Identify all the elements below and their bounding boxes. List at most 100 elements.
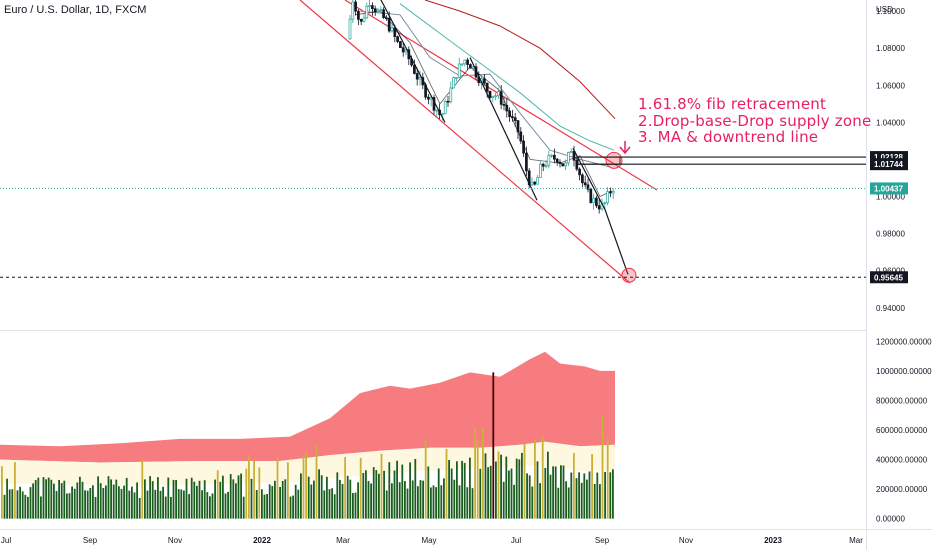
volume-bar	[40, 496, 42, 519]
volume-bar	[471, 488, 474, 519]
candle-body	[393, 27, 397, 37]
price-pane[interactable]	[0, 0, 867, 284]
volume-bar	[567, 487, 570, 519]
volume-bar	[190, 477, 193, 519]
volume-ma-band	[0, 351, 615, 487]
volume-bar	[461, 460, 463, 519]
volume-bar	[357, 482, 359, 519]
volume-bar	[547, 451, 549, 519]
volume-bar	[445, 448, 448, 519]
candle-body	[463, 59, 467, 65]
candle-body	[452, 77, 455, 89]
volume-tick-label: 0.00000	[876, 515, 905, 524]
candle-body	[525, 152, 528, 172]
volume-bar	[323, 490, 326, 519]
volume-bar	[268, 484, 271, 519]
candle-body	[541, 163, 545, 167]
volume-tick-label: 400000.00000	[876, 456, 928, 465]
volume-bar	[372, 467, 375, 519]
volume-bar	[133, 492, 136, 519]
candle-body	[550, 154, 553, 157]
volume-bar	[32, 483, 34, 519]
volume-bar	[367, 480, 370, 519]
volume-bar	[105, 485, 107, 519]
volume-bar	[216, 470, 219, 519]
time-axis[interactable]: Jul Sep Nov 2022 Mar May Jul Sep Nov 2023 Mar	[1, 536, 863, 545]
candle-body	[575, 159, 579, 170]
volume-bar	[248, 454, 250, 519]
candle-body	[592, 197, 595, 203]
candle-body	[547, 154, 551, 166]
volume-tick-label: 200000.00000	[876, 485, 928, 494]
price-label: 1.01744	[874, 160, 903, 169]
volume-bar	[352, 492, 354, 519]
volume-bar	[349, 479, 352, 519]
volume-bar	[385, 490, 388, 519]
candle-body	[567, 152, 570, 164]
volume-bar	[99, 483, 102, 519]
volume-bar	[42, 477, 45, 519]
volume-axis[interactable]: 1200000.00000 1000000.00000 800000.00000 60…	[876, 337, 932, 523]
volume-bar	[469, 457, 471, 519]
volume-bar	[24, 494, 27, 519]
volume-bar	[193, 481, 196, 519]
volume-bar	[432, 485, 435, 519]
volume-bar	[487, 467, 489, 519]
candle-body	[581, 174, 584, 184]
volume-bar	[110, 479, 112, 519]
candle-body	[513, 117, 517, 121]
candle-body	[508, 110, 511, 117]
drop-line-1	[380, 0, 446, 123]
volume-bar	[341, 483, 344, 519]
candle-body	[595, 197, 598, 207]
volume-bar	[45, 479, 47, 519]
candle-body	[485, 82, 489, 92]
moving-averages	[354, 0, 616, 198]
volume-tick-label: 600000.00000	[876, 426, 928, 435]
candle-body	[561, 163, 565, 167]
volume-bar	[172, 479, 175, 519]
volume-bar	[518, 459, 521, 519]
candle-body	[441, 113, 444, 116]
volume-bar	[508, 470, 510, 519]
volume-bar	[79, 476, 81, 519]
volume-bar	[287, 462, 289, 519]
volume-bar	[138, 497, 141, 519]
volume-bar	[427, 466, 430, 519]
candle-body	[446, 100, 450, 103]
volume-bar	[81, 481, 84, 519]
candle-body	[589, 188, 593, 203]
volume-bar	[359, 457, 362, 519]
annotation-line-2: 2.Drop-base-Drop supply zone	[638, 112, 872, 130]
volume-bar	[185, 478, 188, 519]
volume-bar	[544, 467, 547, 519]
volume-bar	[123, 485, 125, 519]
volume-bars	[1, 372, 614, 519]
volume-bar	[482, 427, 484, 519]
volume-bar	[419, 480, 422, 519]
candle-body	[491, 95, 495, 98]
drop-line-2	[469, 57, 538, 201]
volume-bar	[492, 372, 495, 519]
volume-bar	[531, 486, 534, 519]
volume-bar	[11, 489, 14, 519]
volume-bar	[203, 480, 206, 519]
volume-bar	[159, 490, 162, 519]
volume-bar	[336, 472, 339, 519]
volume-bar	[515, 458, 518, 519]
volume-bar	[430, 487, 432, 519]
volume-bar	[86, 490, 89, 519]
volume-pane[interactable]	[0, 351, 615, 519]
candle-body	[469, 64, 472, 69]
volume-bar	[575, 478, 578, 519]
candle-body	[399, 41, 402, 48]
volume-bar	[157, 477, 159, 519]
volume-bar	[554, 466, 557, 519]
volume-bar	[294, 484, 297, 519]
volume-bar	[21, 491, 24, 519]
volume-bar	[292, 495, 294, 519]
candle-body	[387, 17, 391, 32]
volume-bar	[422, 480, 424, 519]
volume-bar	[513, 484, 515, 519]
